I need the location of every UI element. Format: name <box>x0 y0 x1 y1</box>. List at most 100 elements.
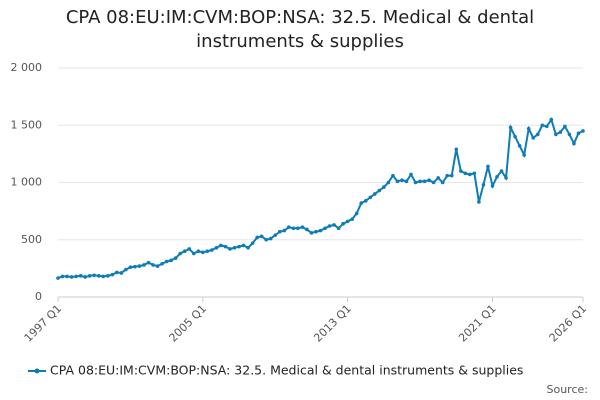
data-point <box>264 237 268 242</box>
data-point <box>237 244 241 249</box>
data-point <box>246 245 250 250</box>
data-point <box>182 249 187 253</box>
legend-label: CPA 08:EU:IM:CVM:BOP:NSA: 32.5. Medical … <box>50 363 523 378</box>
data-point <box>368 195 373 200</box>
data-point <box>481 182 486 187</box>
data-point <box>210 248 214 252</box>
source-label: Source: <box>547 383 589 396</box>
data-point <box>60 274 65 279</box>
data-point <box>214 245 219 250</box>
data-point <box>65 274 69 279</box>
data-point <box>449 173 454 178</box>
data-point <box>74 274 78 279</box>
chart-title: CPA 08:EU:IM:CVM:BOP:NSA: 32.5. Medical … <box>65 7 535 52</box>
data-point <box>241 243 246 248</box>
data-point <box>282 228 287 233</box>
data-point <box>513 134 517 139</box>
data-point <box>468 172 472 177</box>
data-point <box>499 169 504 173</box>
data-point <box>531 136 536 140</box>
data-point <box>219 243 223 248</box>
x-tick-label: 2021 Q1 <box>456 302 499 345</box>
data-point <box>472 171 477 176</box>
data-point <box>454 147 459 152</box>
data-point <box>128 265 133 270</box>
data-point <box>350 217 354 221</box>
data-point <box>323 226 327 231</box>
data-point <box>359 201 364 205</box>
data-point <box>173 256 178 260</box>
data-point <box>291 226 296 231</box>
data-point <box>563 124 567 129</box>
series-line <box>57 117 584 280</box>
data-point <box>305 227 309 232</box>
data-point <box>445 173 450 178</box>
data-point <box>400 178 404 183</box>
data-point <box>576 131 581 136</box>
data-point <box>255 235 259 240</box>
data-point <box>395 179 400 184</box>
data-point <box>160 261 164 266</box>
data-point <box>83 275 87 279</box>
data-point <box>345 219 350 224</box>
data-point <box>277 229 282 234</box>
y-tick-label: 0 <box>35 290 42 303</box>
data-point <box>191 251 196 256</box>
data-point <box>332 223 336 227</box>
data-point <box>133 264 137 269</box>
data-point <box>196 249 201 253</box>
data-point <box>110 272 115 277</box>
data-point <box>495 174 499 179</box>
data-point <box>232 245 237 250</box>
y-tick-label: 1 000 <box>11 176 43 189</box>
data-point <box>535 132 540 137</box>
data-point <box>155 264 160 268</box>
data-point <box>418 179 422 184</box>
data-point <box>413 180 418 185</box>
data-point <box>382 185 386 189</box>
data-point <box>463 171 468 176</box>
data-point <box>354 211 359 216</box>
y-tick-label: 1 500 <box>11 118 43 131</box>
data-point <box>540 123 545 128</box>
data-point <box>377 188 382 193</box>
data-point <box>187 247 192 251</box>
x-tick-label: 2026 Q1 <box>547 302 590 345</box>
data-point <box>115 270 119 275</box>
data-point <box>581 129 585 133</box>
data-point <box>78 274 83 278</box>
data-point <box>549 117 554 122</box>
legend-marker <box>34 368 40 374</box>
data-point <box>142 263 146 267</box>
data-point <box>273 233 278 237</box>
data-point <box>373 192 377 196</box>
data-point <box>526 126 531 131</box>
data-point <box>56 276 60 280</box>
data-point <box>223 244 228 249</box>
data-point <box>436 176 440 180</box>
data-point <box>137 264 142 268</box>
y-tick-label: 500 <box>21 233 42 246</box>
data-point <box>228 247 232 251</box>
data-point <box>318 228 323 233</box>
data-point <box>431 180 436 185</box>
data-point <box>427 178 431 183</box>
data-point <box>391 173 395 178</box>
data-point <box>314 229 318 234</box>
x-tick-label: 2005 Q1 <box>167 302 210 345</box>
data-point <box>96 274 101 278</box>
data-point <box>124 267 128 272</box>
data-point <box>336 226 341 231</box>
data-point <box>327 224 332 228</box>
data-point <box>205 249 210 253</box>
data-point <box>386 180 391 185</box>
data-point <box>341 221 345 226</box>
data-point <box>164 259 169 264</box>
data-point <box>119 271 124 275</box>
data-point <box>201 250 205 255</box>
data-point <box>92 273 97 278</box>
data-point <box>486 164 490 169</box>
x-tick-label: 2013 Q1 <box>311 302 354 345</box>
